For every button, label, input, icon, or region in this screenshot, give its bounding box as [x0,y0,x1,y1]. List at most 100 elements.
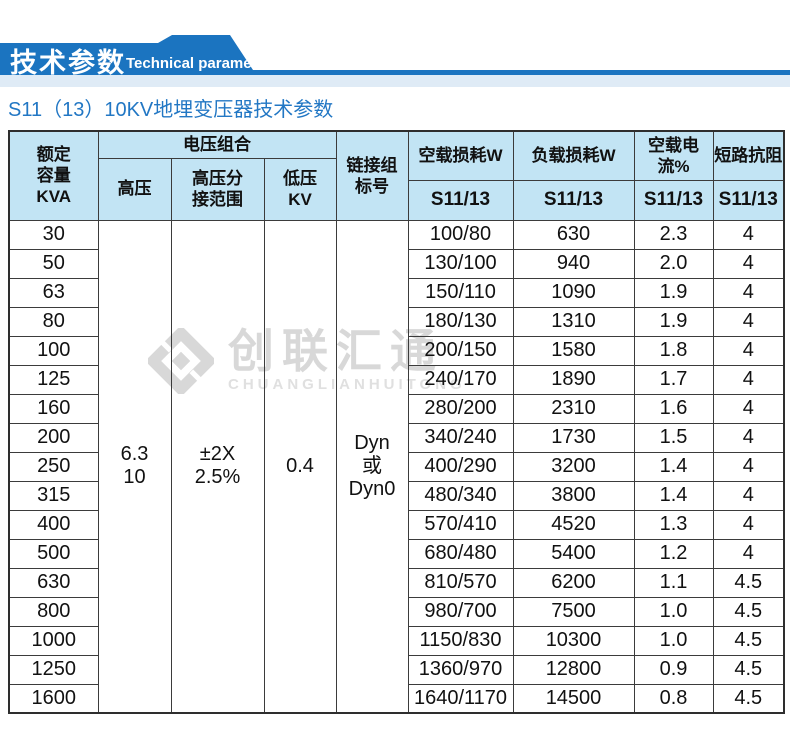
kva-cell: 250 [8,451,99,482]
header-model-current: S11/13 [633,179,714,221]
kva-cell: 30 [8,219,99,250]
kva-cell: 63 [8,277,99,308]
noload-current-cell: 0.8 [633,683,714,714]
impedance-cell: 4 [712,422,785,453]
load-loss-cell: 630 [512,219,635,250]
noload-loss-cell: 1640/1170 [407,683,514,714]
noload-loss-cell: 480/340 [407,480,514,511]
impedance-cell: 4.5 [712,625,785,656]
table-area: 创联汇通 CHUANGLIANHUITONG 额定 容量 KVA 电压组合 链接… [0,130,790,714]
impedance-cell: 4 [712,538,785,569]
kva-cell: 200 [8,422,99,453]
banner-subtitle: Technical parameter [126,55,271,72]
impedance-cell: 4 [712,219,785,250]
kva-cell: 100 [8,335,99,366]
page-title: S11（13）10KV地埋变压器技术参数 [8,99,334,121]
noload-loss-cell: 400/290 [407,451,514,482]
header-voltage-group: 电压组合 [97,130,337,159]
load-loss-cell: 2310 [512,393,635,424]
noload-loss-cell: 100/80 [407,219,514,250]
impedance-cell: 4 [712,364,785,395]
kva-cell: 80 [8,306,99,337]
kva-cell: 125 [8,364,99,395]
impedance-cell: 4 [712,248,785,279]
load-loss-cell: 4520 [512,509,635,540]
noload-current-cell: 1.0 [633,625,714,656]
noload-current-cell: 0.9 [633,654,714,685]
noload-current-cell: 1.4 [633,451,714,482]
noload-current-cell: 1.7 [633,364,714,395]
load-loss-cell: 1730 [512,422,635,453]
table-row: 1600 1640/1170 14500 0.8 4.5 [8,683,785,714]
kva-cell: 50 [8,248,99,279]
load-loss-cell: 940 [512,248,635,279]
table-header: 额定 容量 KVA 电压组合 链接组 标号 空载损耗W 负载损耗W 空载电流% … [8,130,785,221]
noload-current-cell: 1.4 [633,480,714,511]
noload-current-cell: 1.1 [633,567,714,598]
impedance-cell: 4 [712,277,785,308]
load-loss-cell: 14500 [512,683,635,714]
load-loss-cell: 1310 [512,306,635,337]
noload-loss-cell: 200/150 [407,335,514,366]
banner-title: 技术参数 [10,48,126,78]
table-row: 160 280/200 2310 1.6 4 [8,393,785,424]
noload-current-cell: 1.2 [633,538,714,569]
noload-current-cell: 1.8 [633,335,714,366]
noload-current-cell: 2.3 [633,219,714,250]
header-model-noload: S11/13 [407,179,514,221]
header-load-loss: 负载损耗W [512,130,635,181]
hv-merged-cell: 6.3 10 [97,219,172,714]
table-row: 100 200/150 1580 1.8 4 [8,335,785,366]
impedance-cell: 4.5 [712,567,785,598]
table-row: 63 150/110 1090 1.9 4 [8,277,785,308]
table-row: 30 6.3 10 ±2X 2.5% 0.4 Dyn 或 Dyn0 100/80 630 2.… [8,219,785,714]
table-row: 500 680/480 5400 1.2 4 [8,538,785,569]
kva-cell: 315 [8,480,99,511]
header-model-impedance: S11/13 [712,179,785,221]
load-loss-cell: 10300 [512,625,635,656]
noload-current-cell: 1.9 [633,277,714,308]
table-row: 630 810/570 6200 1.1 4.5 [8,567,785,598]
load-loss-cell: 6200 [512,567,635,598]
table-row: 1000 1150/830 10300 1.0 4.5 [8,625,785,656]
connection-merged-cell: Dyn 或 Dyn0 [335,219,409,714]
banner: 技术参数 Technical parameter [0,0,790,88]
load-loss-cell: 3800 [512,480,635,511]
impedance-cell: 4.5 [712,596,785,627]
table-row: 200 340/240 1730 1.5 4 [8,422,785,453]
kva-cell: 1600 [8,683,99,714]
header-noload-loss: 空载损耗W [407,130,514,181]
table-row: 400 570/410 4520 1.3 4 [8,509,785,540]
table-row: 80 180/130 1310 1.9 4 [8,306,785,337]
noload-current-cell: 1.9 [633,306,714,337]
header-tap-range: 高压分 接范围 [170,157,265,221]
kva-cell: 1000 [8,625,99,656]
header-connection: 链接组 标号 [335,130,409,221]
impedance-cell: 4 [712,509,785,540]
noload-current-cell: 1.6 [633,393,714,424]
load-loss-cell: 1580 [512,335,635,366]
table-row: 1250 1360/970 12800 0.9 4.5 [8,654,785,685]
kva-cell: 400 [8,509,99,540]
noload-loss-cell: 130/100 [407,248,514,279]
load-loss-cell: 5400 [512,538,635,569]
parameters-table: 额定 容量 KVA 电压组合 链接组 标号 空载损耗W 负载损耗W 空载电流% … [8,130,785,714]
impedance-cell: 4 [712,335,785,366]
noload-loss-cell: 180/130 [407,306,514,337]
kva-cell: 1250 [8,654,99,685]
noload-loss-cell: 570/410 [407,509,514,540]
tap-range-merged-cell: ±2X 2.5% [170,219,265,714]
kva-cell: 630 [8,567,99,598]
noload-loss-cell: 810/570 [407,567,514,598]
header-noload-current: 空载电流% [633,130,714,181]
banner-ribbon-shape [0,35,790,87]
noload-loss-cell: 150/110 [407,277,514,308]
impedance-cell: 4 [712,480,785,511]
noload-current-cell: 2.0 [633,248,714,279]
table-row: 125 240/170 1890 1.7 4 [8,364,785,395]
header-impedance: 短路抗阻 [712,130,785,181]
load-loss-cell: 7500 [512,596,635,627]
noload-loss-cell: 680/480 [407,538,514,569]
header-model-load: S11/13 [512,179,635,221]
